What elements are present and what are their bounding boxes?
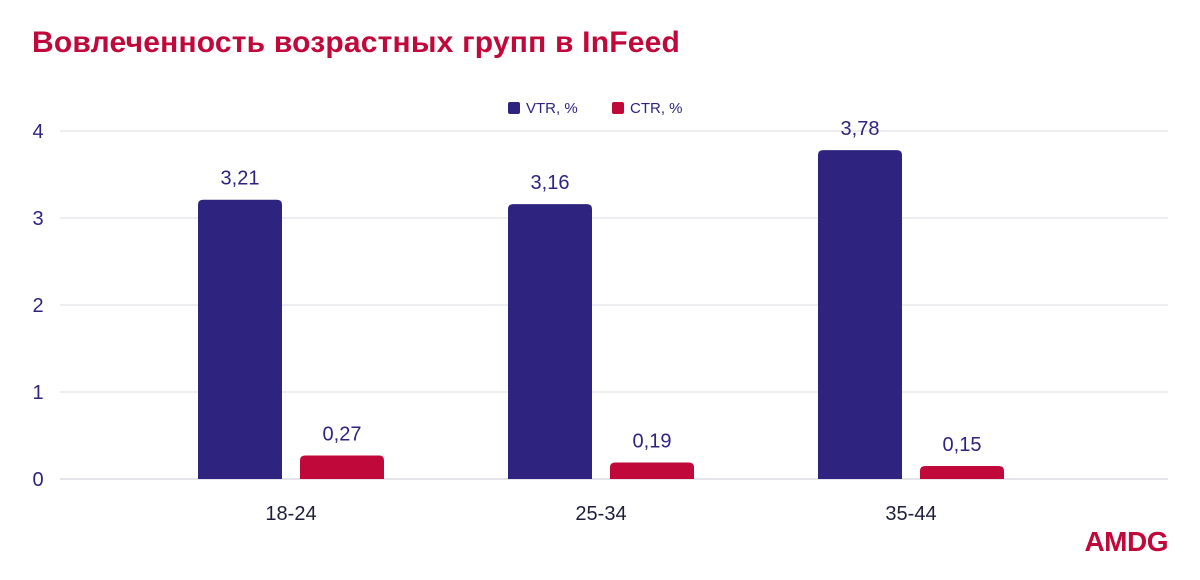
- y-tick-label: 0: [32, 469, 43, 491]
- data-label: 0,19: [633, 430, 672, 452]
- data-label: 3,78: [841, 118, 880, 140]
- data-label: 0,15: [943, 434, 982, 456]
- x-tick-label: 25-34: [575, 503, 626, 525]
- bar: [610, 462, 694, 479]
- amdg-logo: AMDG: [1084, 526, 1168, 557]
- bar: [198, 199, 282, 480]
- legend-label: CTR, %: [630, 100, 683, 117]
- chart-title: Вовлеченность возрастных групп в InFeed: [32, 26, 681, 59]
- bar: [920, 465, 1004, 479]
- y-tick-label: 1: [32, 382, 43, 404]
- x-tick-label: 18-24: [265, 503, 316, 525]
- data-label: 3,16: [531, 172, 570, 194]
- y-tick-label: 2: [32, 295, 43, 317]
- legend-label: VTR, %: [526, 100, 578, 117]
- y-tick-label: 3: [32, 208, 43, 230]
- legend-swatch: [508, 102, 520, 114]
- data-label: 3,21: [221, 168, 260, 190]
- bar: [818, 150, 902, 479]
- bar: [300, 455, 384, 479]
- data-label: 0,27: [323, 424, 362, 446]
- legend-swatch: [612, 102, 624, 114]
- bar: [508, 204, 592, 479]
- x-tick-label: 35-44: [885, 503, 936, 525]
- y-tick-label: 4: [32, 121, 43, 143]
